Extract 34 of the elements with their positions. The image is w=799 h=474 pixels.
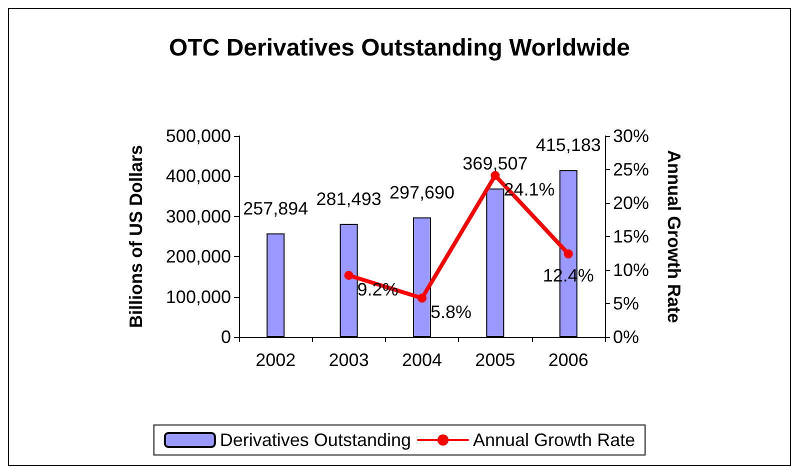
legend-label: Derivatives Outstanding bbox=[220, 430, 412, 450]
point bbox=[564, 249, 573, 258]
y-tick-label: 400,000 bbox=[166, 166, 231, 186]
y2-tick-label: 10% bbox=[613, 260, 650, 280]
data-label: 9.2% bbox=[357, 279, 398, 300]
y2-tick-label: 0% bbox=[613, 327, 640, 347]
y2-tick-label: 20% bbox=[613, 193, 650, 213]
x-tick-label: 2002 bbox=[256, 350, 296, 370]
x-tick-label: 2004 bbox=[402, 350, 442, 370]
y-tick-label: 200,000 bbox=[166, 246, 231, 267]
data-label: 297,690 bbox=[389, 182, 455, 202]
y2-tick-label: 5% bbox=[613, 294, 640, 314]
y2-tick-label: 25% bbox=[613, 160, 650, 180]
y-tick-label: 500,000 bbox=[166, 126, 231, 146]
chart-title: OTC Derivatives Outstanding Worldwide bbox=[169, 34, 630, 62]
y2-tick-label: 15% bbox=[613, 226, 650, 246]
y2-axis-title: Annual Growth Rate bbox=[664, 150, 684, 324]
point bbox=[344, 270, 354, 280]
y-tick-label: 300,000 bbox=[166, 206, 231, 226]
y-tick-label: 0 bbox=[220, 327, 231, 347]
data-label: 257,894 bbox=[243, 198, 308, 218]
legend-label: Annual Growth Rate bbox=[473, 430, 636, 450]
x-tick-label: 2003 bbox=[328, 350, 369, 370]
y-axis-title: Billions of US Dollars bbox=[126, 144, 146, 328]
x-tick-label: 2006 bbox=[548, 350, 588, 370]
x-tick-label: 2005 bbox=[475, 350, 516, 370]
point bbox=[418, 294, 426, 303]
data-label: 369,507 bbox=[462, 153, 528, 174]
data-label: 415,183 bbox=[536, 135, 601, 156]
data-label: 5.8% bbox=[430, 302, 472, 322]
point bbox=[490, 171, 500, 180]
y2-tick-label: 30% bbox=[613, 126, 650, 146]
y-tick-label: 100,000 bbox=[166, 286, 231, 307]
data-label: 281,493 bbox=[316, 188, 382, 209]
